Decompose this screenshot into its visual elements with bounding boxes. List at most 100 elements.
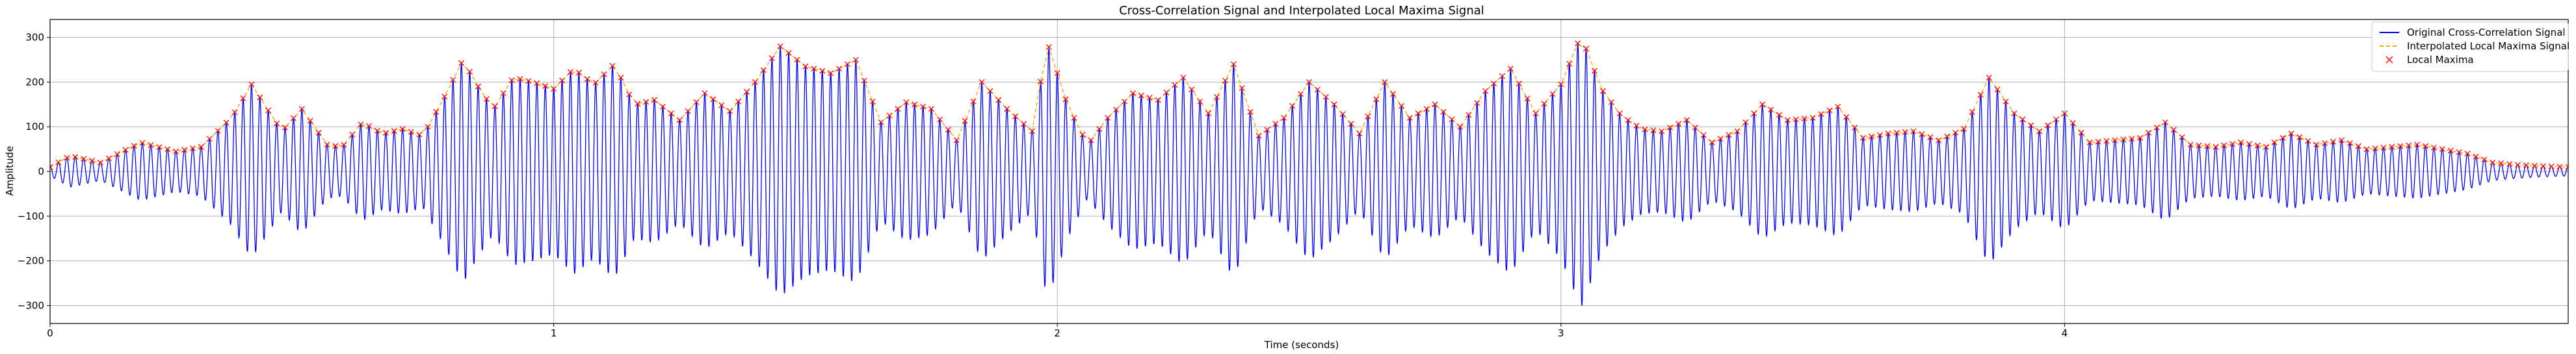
local-maximum-marker (651, 97, 657, 103)
legend-label-original: Original Cross-Correlation Signal (2407, 27, 2566, 38)
local-maximum-marker (1986, 75, 1992, 81)
local-maximum-marker (1566, 60, 1573, 67)
x-axis-ticks: 0 1 2 3 4 (47, 323, 2068, 339)
local-maximum-marker (2305, 138, 2311, 144)
local-maximum-marker (1700, 132, 1707, 138)
local-maximum-marker (1507, 66, 1514, 72)
local-maximum-marker (1625, 117, 1631, 123)
legend-label-maxima: Local Maxima (2407, 54, 2474, 66)
local-maximum-marker (2523, 162, 2529, 168)
local-maximum-marker (945, 127, 951, 133)
local-maximum-marker (727, 108, 733, 114)
local-maximum-marker (2146, 129, 2151, 136)
local-maximum-marker (962, 118, 968, 124)
local-maximum-marker (861, 77, 867, 84)
local-maximum-marker (1122, 98, 1127, 105)
local-maximum-marker (1306, 79, 1312, 85)
local-maximum-marker (1322, 94, 1329, 100)
local-maximum-marker (2204, 143, 2211, 149)
local-maximum-marker (72, 154, 79, 160)
local-maximum-marker (433, 108, 440, 115)
local-maximum-marker (298, 106, 305, 112)
local-maximum-marker (2556, 164, 2563, 170)
local-maximum-marker (1835, 103, 1841, 110)
local-maximum-marker (836, 66, 842, 72)
local-maximum-marker (55, 159, 62, 166)
chart-title: Cross-Correlation Signal and Interpolate… (1119, 4, 1484, 18)
local-maximum-marker (1214, 94, 1220, 100)
local-maximum-marker (1222, 77, 1228, 84)
local-maximum-marker (1465, 112, 1472, 118)
local-maximum-marker (265, 107, 272, 114)
local-maximum-marker (2456, 149, 2462, 155)
local-maximum-marker (2389, 144, 2395, 150)
y-tick-label: −200 (18, 255, 44, 267)
local-maximum-marker (1457, 123, 1464, 130)
local-maximum-marker (2490, 159, 2496, 166)
local-maximum-marker (676, 117, 683, 123)
local-maximum-marker (1532, 110, 1539, 116)
local-maximum-marker (920, 103, 927, 110)
local-maximum-marker (1255, 133, 1262, 139)
local-maximum-marker (1491, 81, 1497, 87)
local-maximum-marker (2045, 122, 2051, 129)
local-maximum-marker (122, 147, 129, 153)
local-maximum-marker (1088, 137, 1094, 144)
local-maximum-marker (2019, 116, 2026, 123)
local-maximum-marker (1189, 86, 1195, 93)
local-maximum-marker (1113, 107, 1120, 113)
local-maximum-marker (332, 143, 339, 149)
local-maximum-marker (2548, 163, 2555, 170)
local-maximum-marker (1423, 106, 1430, 112)
local-maximum-marker (895, 106, 901, 112)
local-maximum-marker (1650, 127, 1657, 134)
plot-area (50, 40, 2568, 306)
local-maximum-marker (223, 120, 230, 126)
local-maximum-marker (668, 110, 674, 116)
local-maximum-marker (592, 79, 599, 86)
local-maximum-marker (710, 96, 716, 103)
local-maximum-marker (1852, 124, 1858, 131)
local-maximum-marker (2313, 142, 2320, 148)
local-maximum-marker (542, 82, 549, 89)
local-maximum-marker (2414, 142, 2421, 148)
local-maximum-marker (2515, 162, 2521, 168)
local-maximum-marker (240, 95, 246, 101)
local-maximum-marker (1591, 68, 1597, 74)
local-maximum-marker (2397, 143, 2404, 149)
local-maximum-marker (2363, 146, 2370, 153)
y-tick-label: 100 (25, 121, 44, 133)
local-maximum-marker (2531, 162, 2538, 169)
local-maximum-marker (1029, 128, 1035, 134)
local-maximum-marker (1045, 44, 1052, 50)
local-maximum-marker (467, 68, 473, 75)
local-maximum-marker (1843, 114, 1850, 120)
local-maximum-marker (1910, 128, 1917, 134)
local-maximum-marker (257, 94, 263, 101)
local-maximum-marker (1809, 114, 1816, 121)
local-maximum-marker (937, 116, 943, 123)
x-tick-label: 4 (2062, 327, 2068, 339)
local-maximum-marker (2338, 137, 2345, 144)
local-maximum-marker (2086, 139, 2093, 145)
local-maximum-marker (248, 81, 255, 88)
y-axis-ticks: −300 −200 −100 0 100 200 300 (18, 32, 50, 311)
local-maximum-marker (1826, 107, 1833, 114)
local-maximum-marker (2506, 161, 2513, 167)
local-maximum-marker (1205, 110, 1212, 116)
local-maximum-marker (508, 77, 515, 83)
local-maximum-marker (89, 157, 96, 164)
local-maximum-marker (1977, 92, 1984, 98)
local-maximum-marker (852, 57, 859, 63)
local-maximum-marker (416, 131, 423, 138)
local-maximum-marker (626, 91, 633, 97)
local-maximum-marker (1583, 45, 1589, 52)
local-maximum-marker (2322, 140, 2328, 146)
local-maximum-marker (575, 70, 582, 76)
local-maximum-marker (2120, 136, 2127, 143)
local-maximum-marker (98, 159, 103, 166)
local-maximum-marker (2196, 142, 2202, 149)
local-maximum-marker (878, 119, 884, 125)
local-maximum-marker (2430, 144, 2437, 151)
